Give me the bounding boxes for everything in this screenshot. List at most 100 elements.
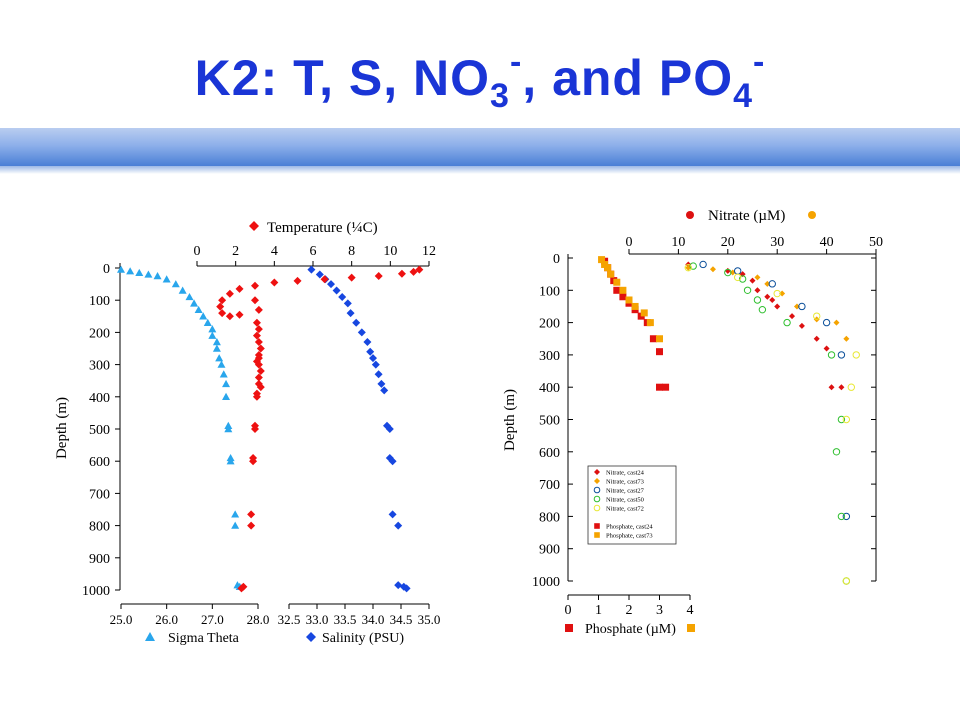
temperature-tick-label: 10 <box>383 244 397 259</box>
temperature-tick-label: 2 <box>232 244 239 259</box>
left-depth-tick-label: 600 <box>89 455 110 470</box>
nitrate-point <box>789 313 796 320</box>
nitrate-point <box>738 275 747 283</box>
legend-entry-label: Nitrate, cast50 <box>606 497 644 504</box>
slide-title: K2: T, S, NO3-, and PO4- <box>194 43 766 115</box>
salinity-legend-marker <box>306 632 316 642</box>
right-depth-tick-label: 500 <box>539 414 560 429</box>
left-depth-tick-label: 300 <box>89 359 110 374</box>
salinity-point <box>380 386 389 395</box>
salinity-point <box>332 286 341 295</box>
sigma-theta-axis-label: Sigma Theta <box>168 631 240 646</box>
legend-entry-label: Phosphate, cast73 <box>606 533 653 540</box>
sigma-theta-point <box>208 331 217 339</box>
legend-entry-marker <box>593 504 601 512</box>
temperature-point <box>235 284 244 293</box>
sigma-theta-point <box>222 392 231 400</box>
salinity-point <box>352 318 361 327</box>
nitrate-point <box>852 351 860 359</box>
nitrate-point <box>837 512 846 521</box>
sigma-theta-point <box>117 265 125 273</box>
legend-entry-label: Nitrate, cast73 <box>606 479 644 486</box>
legend-entry-marker <box>594 469 600 475</box>
right-depth-tick-label: 800 <box>539 510 560 525</box>
left-depth-tick-label: 800 <box>89 520 110 535</box>
right-depth-tick-label: 300 <box>539 349 560 364</box>
salinity-point <box>369 354 377 363</box>
phosphate-point <box>598 256 606 264</box>
salinity-point <box>363 338 372 347</box>
nitrate-point <box>743 286 752 294</box>
temperature-point <box>252 392 261 401</box>
nitrate-point <box>769 296 776 303</box>
salinity-point <box>343 299 352 308</box>
phosphate-point <box>619 286 627 294</box>
sigma-theta-point <box>190 299 199 307</box>
sigma-theta-point <box>126 267 135 275</box>
left-depth-tick-label: 0 <box>103 262 110 277</box>
sigma-theta-point <box>208 325 217 333</box>
right-depth-tick-label: 600 <box>539 446 560 461</box>
temperature-point <box>254 360 263 369</box>
temperature-point <box>256 367 265 376</box>
right-depth-tick-label: 100 <box>539 284 560 299</box>
phosphate-point <box>649 335 657 343</box>
sigma-theta-point <box>194 305 203 314</box>
sigma-theta-point <box>135 268 144 277</box>
temperature-point <box>252 331 261 340</box>
nitrate-point <box>842 415 851 424</box>
sigma-theta-point <box>162 275 171 283</box>
legend-entry-marker <box>594 523 600 529</box>
salinity-point <box>377 379 386 388</box>
salinity-point <box>327 280 335 289</box>
phosphate-tick-label: 1 <box>595 603 602 618</box>
salinity-point <box>315 270 324 279</box>
temperature-point <box>251 425 259 433</box>
phosphate-point <box>656 335 663 343</box>
nitrate-point <box>724 267 731 274</box>
sigma-theta-point <box>178 286 187 294</box>
nitrate-point <box>768 280 776 288</box>
temperature-legend-marker <box>249 221 259 231</box>
temperature-point <box>254 325 263 334</box>
phosphate-point <box>656 383 663 391</box>
nitrate-point <box>758 305 767 314</box>
left-depth-tick-label: 200 <box>89 326 110 341</box>
phosphate-tick-label: 3 <box>656 603 663 618</box>
nitrate-axis-label: Nitrate (µM) <box>708 208 785 224</box>
sigma-theta-point <box>231 521 240 529</box>
phosphate-tick-label: 0 <box>565 603 572 618</box>
left-depth-tick-label: 700 <box>89 487 110 502</box>
title-band-shadow <box>0 166 960 174</box>
nitrate-point <box>779 290 786 297</box>
phosphate-point <box>619 293 627 301</box>
sigma-theta-point <box>153 272 162 280</box>
nitrate-point <box>764 280 771 287</box>
nitrate-tick-label: 40 <box>820 235 834 250</box>
sigma-theta-point <box>231 510 240 518</box>
legend-entry-marker <box>593 486 601 494</box>
nitrate-point <box>753 296 762 304</box>
sigma-tick-label: 28.0 <box>247 612 270 627</box>
salinity-point <box>394 521 403 530</box>
nitrate-point <box>827 351 836 359</box>
phosphate-tick-label: 4 <box>687 603 694 618</box>
nitrate-point <box>724 268 732 277</box>
temperature-point <box>254 338 263 347</box>
sigma-theta-point <box>203 318 212 326</box>
nitrate-point <box>749 277 756 284</box>
nitrate-tick-label: 20 <box>721 235 735 250</box>
temperature-point <box>347 273 356 282</box>
temperature-point <box>374 272 383 281</box>
nitrate-point <box>709 266 716 273</box>
phosphate-point <box>646 319 654 327</box>
salinity-axis-label: Salinity (PSU) <box>322 631 404 646</box>
sigma-theta-point <box>212 338 221 346</box>
sigma-theta-point <box>222 379 231 388</box>
nitrate-point <box>828 384 835 391</box>
temperature-point <box>225 312 234 321</box>
temperature-point <box>254 305 263 314</box>
nitrate-point <box>773 289 781 298</box>
phosphate-point <box>613 278 621 286</box>
nitrate-point <box>798 322 805 329</box>
